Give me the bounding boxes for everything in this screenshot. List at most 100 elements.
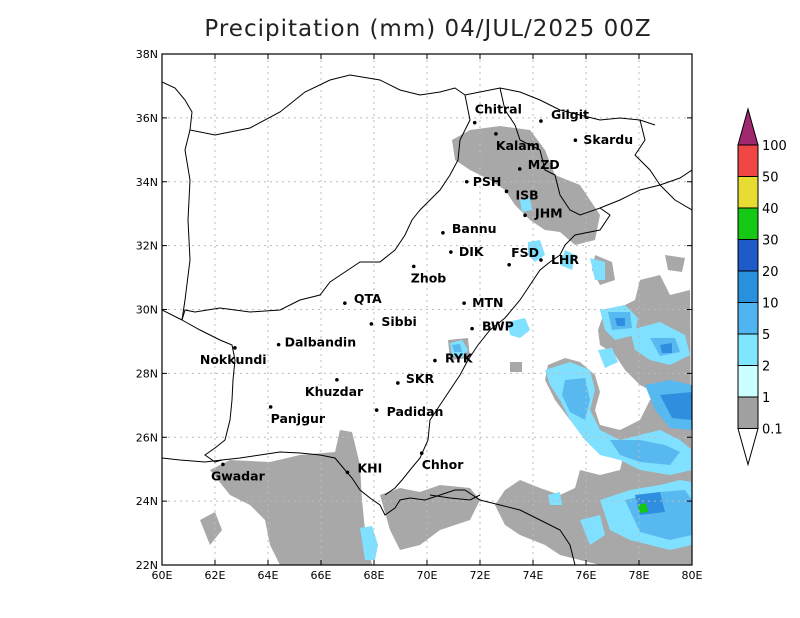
legend-box-1 [737,365,759,398]
city-dot [345,470,350,475]
grid-lines [162,54,692,565]
precip-area-cyan-8 [560,250,575,270]
precip-area-green-1 [638,503,648,513]
legend-box-2 [737,333,759,366]
precipitation-shading [200,126,692,565]
y-tick-label: 36N [136,112,158,125]
color-legend: 0.1 1 2 5 10 20 30 40 50 100 [737,107,787,467]
city-dot [276,342,281,347]
border-india-north [599,169,692,209]
legend-label: 50 [762,171,779,186]
city-label-dik: DIK [459,244,485,259]
precip-area-misc3 [665,255,685,272]
city-label-khuzdar: Khuzdar [305,384,364,399]
y-tick-label: 22N [136,559,158,572]
city-label-fsd: FSD [511,245,539,260]
legend-label: 100 [762,139,787,154]
legend-label: 40 [762,202,779,217]
legend-box-8 [737,144,759,177]
border-pakistan-afghanistan [181,94,471,321]
y-tick-label: 32N [136,240,158,253]
legend-box-3 [737,302,759,335]
legend-label: 0.1 [762,423,783,438]
city-label-gilgit: Gilgit [551,107,589,122]
border-iran-afghanistan [181,129,191,321]
city-dot [411,264,416,269]
precip-area-misc1 [510,362,522,372]
precip-area-gwadar [210,430,372,565]
city-label-bannu: Bannu [452,221,497,236]
precip-area-blue-1 [660,392,692,420]
city-label-psh: PSH [473,174,502,189]
city-dot [539,119,543,123]
border-nepal [659,184,692,211]
city-dot [464,179,469,184]
legend-label: 30 [762,234,779,249]
precip-area-north [452,126,600,245]
city-dot [517,167,522,171]
precip-area-south-coast [380,485,480,550]
coastline [162,451,465,516]
x-tick-label: 66E [311,569,332,582]
y-tick-label: 34N [136,176,158,189]
x-tick-label: 70E [417,569,438,582]
precip-area-blue-light-2 [610,440,680,465]
city-dot [343,301,347,305]
legend-label: 5 [762,328,770,343]
precip-area-blue-light-1 [562,378,590,420]
x-tick-label: 74E [523,569,544,582]
y-tick-label: 26N [136,431,158,444]
city-dot [449,250,453,254]
city-dot [441,231,445,235]
x-tick-label: 62E [205,569,226,582]
x-tick-label: 60E [152,569,173,582]
precip-area-cyan-13 [548,492,562,505]
city-label-padidan: Padidan [387,404,444,419]
coast-kutch [429,494,481,501]
city-dot [470,326,474,331]
legend-box-5 [737,239,759,272]
city-label-jhm: JHM [534,205,563,220]
y-tick-label: 28N [136,367,158,380]
y-tick-label: 30N [136,304,158,317]
x-tick-label: 78E [629,569,650,582]
city-dot [472,120,477,125]
city-label-dalbandin: Dalbandin [285,335,357,350]
x-tick-label: 68E [364,569,385,582]
city-label-skardu: Skardu [583,132,633,147]
city-dot [523,213,527,218]
city-dot [374,408,379,412]
legend-top-triangle [737,107,759,146]
x-tick-label: 80E [682,569,703,582]
precip-area-southwest [200,512,222,545]
city-label-ryk: RYK [445,351,474,366]
city-label-chitral: Chitral [475,102,522,117]
border-afghanistan-north [162,74,656,136]
legend-label: 20 [762,265,779,280]
legend-bottom-triangle [737,428,759,467]
legend-label: 2 [762,360,770,375]
city-dot [396,381,400,385]
border-pakistan-india [384,87,611,496]
city-label-kalam: Kalam [496,138,540,153]
legend-label: 1 [762,391,770,406]
city-dot [494,132,498,136]
x-tick-label: 76E [576,569,597,582]
x-tick-label: 72E [470,569,491,582]
city-label-khi: KHI [358,460,383,475]
city-dot [433,358,437,363]
precip-area-cyan-2 [508,318,530,338]
city-label-qta: QTA [354,291,382,306]
city-dot [221,462,225,467]
legend-box-0 [737,396,759,429]
precip-area-blue-light-7 [452,344,462,352]
precip-area-blue-4 [615,318,625,326]
y-tick-label: 38N [136,48,158,61]
city-dot [369,322,374,326]
city-dot [507,262,511,267]
precip-green-areas [638,503,648,513]
city-dot [573,138,578,143]
y-tick-label: 24N [136,495,158,508]
precip-area-blue-3 [660,343,672,353]
